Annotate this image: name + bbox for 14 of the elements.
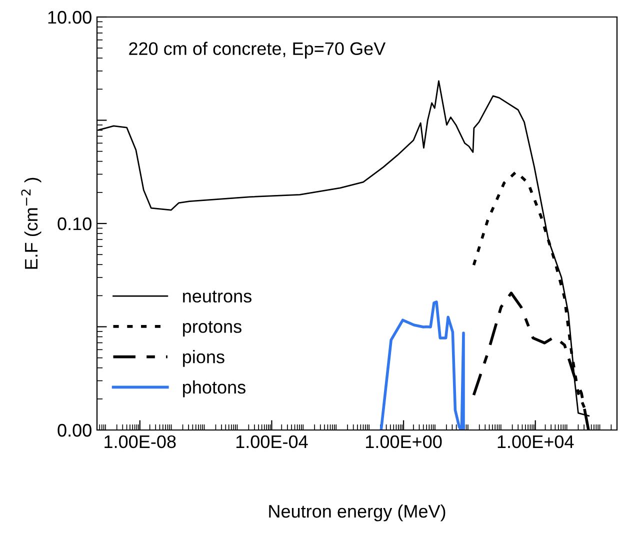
x-tick-label: 1.00E-08 (104, 435, 176, 448)
annotation: 220 cm of concrete, Ep=70 GeV (129, 42, 386, 59)
legend-label: photons (183, 380, 246, 398)
x-axis-title: Neutron energy (MeV) (269, 504, 446, 522)
x-tick-label: 1.00E-04 (236, 435, 308, 448)
legend-label: protons (183, 321, 242, 336)
y-tick-label: 10.00 (48, 10, 92, 24)
y-axis-title: E.F (cm$^{−2}$ ) (21, 178, 42, 269)
x-tick-label: 1.00E+00 (366, 435, 442, 448)
y-tick-label: 0.00 (58, 424, 92, 437)
legend-label: neutrons (183, 290, 252, 303)
y-tick-label: 0.10 (58, 217, 92, 230)
legend-label: pions (183, 350, 224, 367)
x-tick-label: 1.00E+04 (498, 435, 574, 448)
